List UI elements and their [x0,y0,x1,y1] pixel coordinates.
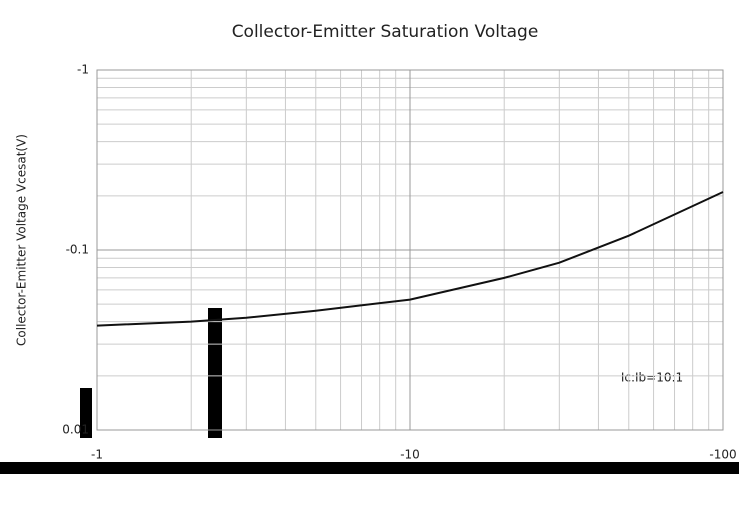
scan-bar [208,308,222,438]
line-series [96,191,724,327]
scan-band [0,462,739,474]
y-tick-label: -1 [77,63,89,77]
y-tick-label: -0.1 [66,243,89,257]
x-tick-label: -1 [91,448,103,462]
x-tick-label: -10 [400,448,420,462]
annotation: Ic:Ib=10:1 [621,371,683,385]
chart-title: Collector-Emitter Saturation Voltage [232,22,539,42]
scan-bar [80,388,92,438]
x-tick-label: -100 [709,448,736,462]
y-axis-label: Collector-Emitter Voltage Vcesat(V) [15,134,29,346]
y-tick-label: 0.01 [62,423,89,437]
